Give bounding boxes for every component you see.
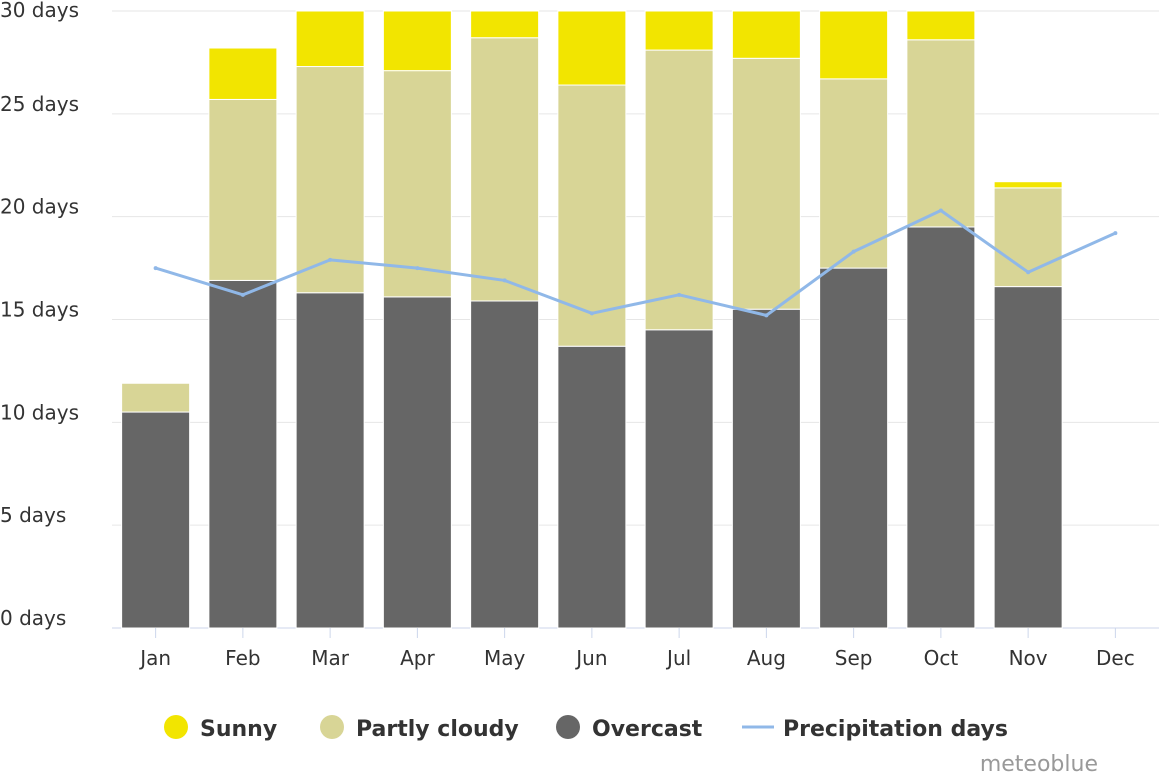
bar-sunny-aug[interactable] bbox=[731, 10, 801, 59]
precipitation-point-mar[interactable] bbox=[328, 257, 333, 262]
credit-meteoblue[interactable]: meteoblue bbox=[980, 752, 1098, 772]
bar-overcast-mar[interactable] bbox=[295, 292, 365, 629]
bar-overcast-aug[interactable] bbox=[731, 308, 801, 629]
x-tick-label-jun: Jun bbox=[574, 646, 607, 670]
bar-sunny-apr[interactable] bbox=[382, 10, 452, 72]
x-tick-label-dec: Dec bbox=[1096, 646, 1135, 670]
y-tick-label: 5 days bbox=[0, 503, 66, 527]
bar-overcast-jun[interactable] bbox=[557, 345, 627, 629]
x-tick-label-jan: Jan bbox=[138, 646, 171, 670]
bar-overcast-sep[interactable] bbox=[819, 267, 889, 629]
x-tick-label-nov: Nov bbox=[1009, 646, 1048, 670]
x-tick-label-aug: Aug bbox=[747, 646, 786, 670]
bar-partly-cloudy-may[interactable] bbox=[470, 37, 540, 302]
y-tick-label: 20 days bbox=[0, 195, 79, 219]
bar-sunny-feb[interactable] bbox=[208, 47, 278, 100]
bar-sunny-oct[interactable] bbox=[906, 10, 976, 41]
x-axis: Jan Feb Mar Apr May Jun Jul Aug Sep Oct Nov Dec bbox=[138, 628, 1135, 670]
precipitation-point-dec[interactable] bbox=[1113, 231, 1118, 236]
legend-label-precipitation-days: Precipitation days bbox=[783, 717, 1008, 742]
legend-item-sunny[interactable]: Sunny bbox=[164, 715, 277, 742]
x-tick-label-jul: Jul bbox=[665, 646, 691, 670]
precipitation-point-feb[interactable] bbox=[240, 292, 245, 297]
precipitation-line-series bbox=[153, 208, 1118, 318]
precipitation-point-aug[interactable] bbox=[764, 313, 769, 318]
legend-label-sunny: Sunny bbox=[200, 717, 277, 742]
bar-sunny-jun[interactable] bbox=[557, 10, 627, 86]
bar-partly-cloudy-mar[interactable] bbox=[295, 66, 365, 294]
legend-item-precipitation-days[interactable]: Precipitation days bbox=[742, 717, 1008, 742]
legend-item-overcast[interactable]: Overcast bbox=[556, 715, 703, 742]
precipitation-point-jun[interactable] bbox=[589, 311, 594, 316]
precipitation-point-sep[interactable] bbox=[851, 249, 856, 254]
bar-partly-cloudy-apr[interactable] bbox=[382, 70, 452, 298]
y-axis: 0 days 5 days 10 days 15 days 20 days 25 days… bbox=[0, 0, 79, 630]
precipitation-point-nov[interactable] bbox=[1026, 270, 1031, 275]
bar-sunny-mar[interactable] bbox=[295, 10, 365, 68]
legend-label-overcast: Overcast bbox=[592, 717, 703, 742]
y-tick-label: 30 days bbox=[0, 0, 79, 22]
legend-marker-overcast bbox=[556, 715, 580, 739]
precipitation-point-may[interactable] bbox=[502, 278, 507, 283]
grid-lines bbox=[112, 10, 1159, 629]
x-tick-label-oct: Oct bbox=[924, 646, 959, 670]
bar-overcast-feb[interactable] bbox=[208, 279, 278, 629]
y-tick-label: 15 days bbox=[0, 298, 79, 322]
legend-label-partly-cloudy: Partly cloudy bbox=[356, 717, 519, 742]
bar-partly-cloudy-oct[interactable] bbox=[906, 39, 976, 228]
bar-overcast-oct[interactable] bbox=[906, 226, 976, 629]
precipitation-point-jul[interactable] bbox=[677, 292, 682, 297]
bar-partly-cloudy-jan[interactable] bbox=[121, 382, 191, 413]
precipitation-point-apr[interactable] bbox=[415, 266, 420, 271]
bar-overcast-jan[interactable] bbox=[121, 411, 191, 629]
bar-sunny-may[interactable] bbox=[470, 10, 540, 39]
precipitation-line[interactable] bbox=[154, 208, 1117, 317]
legend-marker-sunny bbox=[164, 715, 188, 739]
bar-partly-cloudy-jul[interactable] bbox=[644, 49, 714, 331]
bar-overcast-jul[interactable] bbox=[644, 329, 714, 629]
bar-partly-cloudy-aug[interactable] bbox=[731, 57, 801, 310]
bars bbox=[121, 10, 1063, 629]
bar-overcast-apr[interactable] bbox=[382, 296, 452, 629]
x-tick-label-may: May bbox=[484, 646, 526, 670]
bar-partly-cloudy-sep[interactable] bbox=[819, 78, 889, 269]
bar-partly-cloudy-feb[interactable] bbox=[208, 98, 278, 281]
bar-sunny-jul[interactable] bbox=[644, 10, 714, 51]
bar-partly-cloudy-nov[interactable] bbox=[993, 187, 1063, 288]
bar-sunny-sep[interactable] bbox=[819, 10, 889, 80]
legend: Sunny Partly cloudy Overcast Precipitation … bbox=[164, 715, 1008, 742]
precipitation-point-oct[interactable] bbox=[938, 208, 943, 213]
y-tick-label: 0 days bbox=[0, 606, 66, 630]
x-tick-label-apr: Apr bbox=[400, 646, 435, 670]
bar-overcast-may[interactable] bbox=[470, 300, 540, 629]
legend-item-partly-cloudy[interactable]: Partly cloudy bbox=[320, 715, 519, 742]
legend-marker-partly-cloudy bbox=[320, 715, 344, 739]
x-tick-label-feb: Feb bbox=[225, 646, 260, 670]
x-tick-label-sep: Sep bbox=[835, 646, 873, 670]
precipitation-point-jan[interactable] bbox=[153, 266, 158, 271]
y-tick-label: 25 days bbox=[0, 92, 79, 116]
x-tick-label-mar: Mar bbox=[311, 646, 350, 670]
bar-sunny-nov[interactable] bbox=[993, 181, 1063, 189]
y-tick-label: 10 days bbox=[0, 400, 79, 424]
bar-overcast-nov[interactable] bbox=[993, 286, 1063, 629]
bar-partly-cloudy-jun[interactable] bbox=[557, 84, 627, 347]
